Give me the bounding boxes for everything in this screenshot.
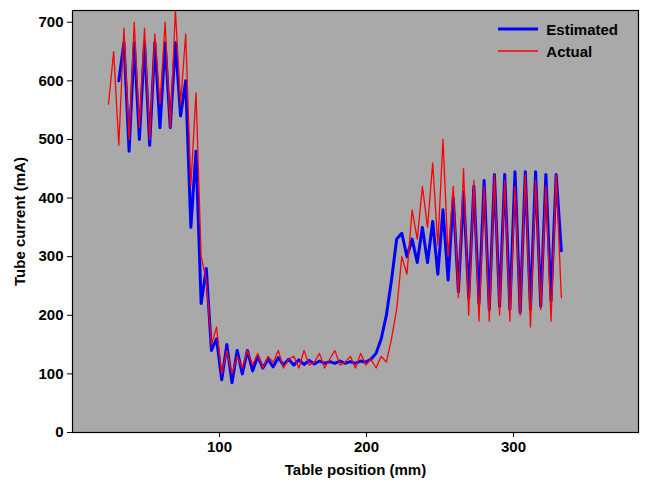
svg-text:0: 0 (55, 423, 63, 440)
svg-text:600: 600 (38, 72, 63, 89)
svg-text:Tube current (mA): Tube current (mA) (11, 157, 28, 286)
html-text:Actual: Actual (546, 42, 593, 60)
html-text:Estimated: Estimated (546, 20, 618, 38)
svg-text:100: 100 (38, 365, 63, 382)
svg-text:300: 300 (501, 438, 526, 455)
svg-text:700: 700 (38, 13, 63, 30)
svg-text:300: 300 (38, 247, 63, 264)
svg-text:Table position (mm): Table position (mm) (285, 461, 426, 478)
svg-text:200: 200 (354, 438, 379, 455)
svg-text:400: 400 (38, 189, 63, 206)
svg-text:200: 200 (38, 306, 63, 323)
svg-text:500: 500 (38, 130, 63, 147)
svg-text:100: 100 (207, 438, 232, 455)
